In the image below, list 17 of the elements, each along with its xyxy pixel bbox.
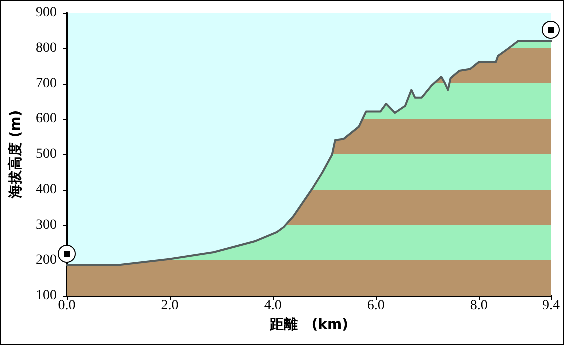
y-tick-label: 700: [36, 76, 57, 92]
x-tick-label: 2.0: [161, 298, 179, 314]
y-axis-title: 海拔高度 (m): [7, 110, 24, 200]
y-tick-label: 500: [36, 147, 57, 162]
y-tick-label: 100: [36, 288, 57, 304]
x-tick-label: 6.0: [367, 298, 385, 314]
y-tick-label: 200: [36, 253, 57, 268]
y-tick-label: 300: [36, 218, 57, 233]
y-tick-label: 400: [36, 182, 57, 198]
y-tick-label: 600: [36, 112, 57, 127]
x-tick-label: 0.0: [58, 298, 76, 314]
x-tick-label: 9.4: [542, 298, 560, 314]
y-tick-label: 800: [36, 40, 57, 56]
x-tick-label: 4.0: [264, 298, 282, 314]
x-tick-label: 8.0: [470, 298, 488, 314]
y-tick-label: 900: [36, 6, 57, 20]
x-axis-title: 距離 (km): [268, 316, 348, 333]
